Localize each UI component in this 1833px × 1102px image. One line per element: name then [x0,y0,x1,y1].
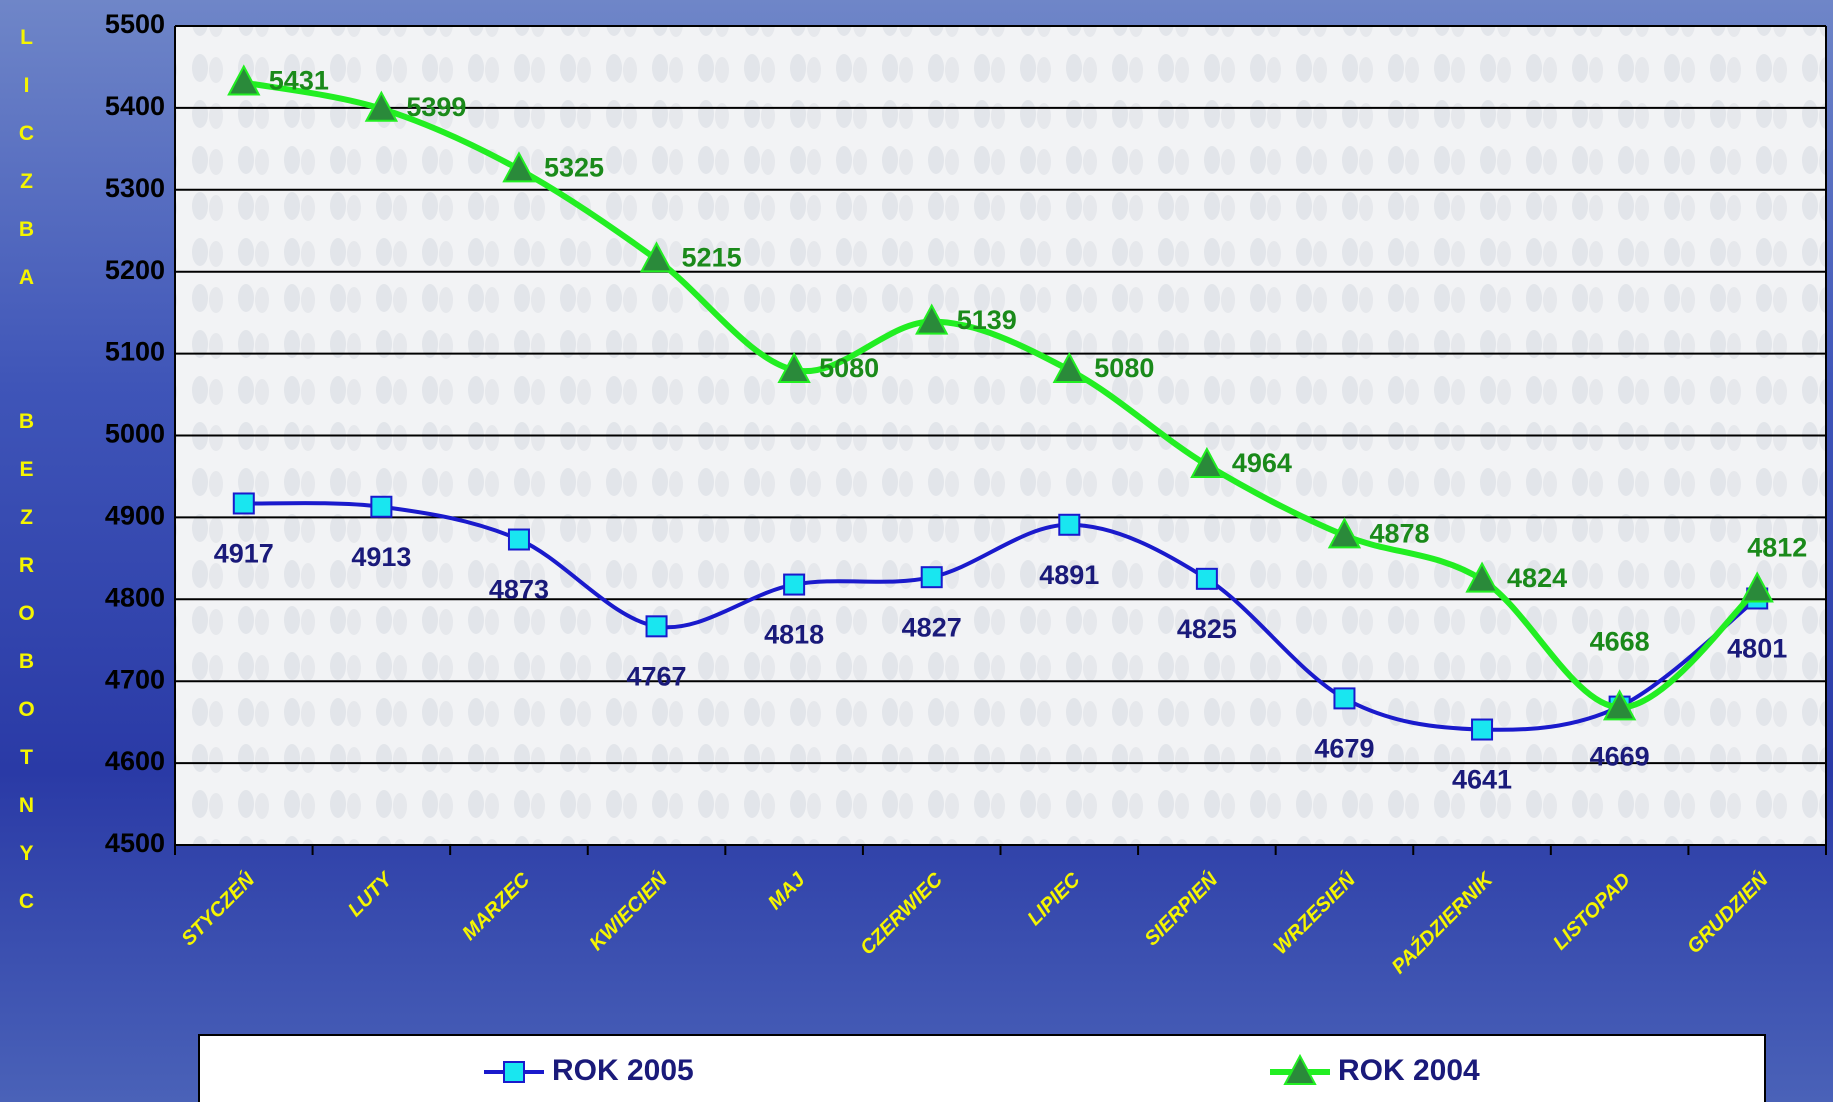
data-point [645,615,668,638]
data-point [1052,351,1086,383]
data-label: 4824 [1507,563,1567,593]
data-label: 5399 [406,92,466,122]
x-tick-label: WRZESIEŃ [1268,867,1360,959]
data-point [1327,517,1362,549]
x-tick-label: MARZEC [458,868,534,944]
x-tick-label: SIERPIEŃ [1139,867,1222,950]
data-point [1471,718,1494,741]
legend-label: ROK 2004 [1338,1054,1480,1087]
data-label: 5139 [957,305,1017,335]
x-tick-label: KWIECIEŃ [584,867,672,955]
data-label: 4812 [1747,533,1807,563]
x-tick-label: MAJ [764,868,810,914]
data-point [1740,571,1774,603]
y-tick-label: 5300 [105,173,165,203]
data-label: 4873 [489,575,549,605]
y-tick-label: 5100 [105,337,165,367]
data-point [1333,687,1356,710]
x-tick-label: LIPIEC [1023,868,1085,930]
y-tick-label: 4600 [105,746,165,776]
data-label: 4917 [214,539,274,569]
y-tick-label: 4500 [105,828,165,858]
legend-box [198,1034,1766,1102]
data-label: 4878 [1369,519,1429,549]
x-tick-label: LISTOPAD [1549,869,1635,955]
data-point [502,151,536,183]
data-point [777,351,811,383]
y-axis-label: LICZBA BEZROBOTNYC [15,26,38,938]
x-tick-label: STYCZEŃ [176,867,259,950]
y-tick-label: 5200 [105,255,165,285]
legend-marker [503,1061,525,1083]
y-tick-label: 5000 [105,419,165,449]
data-point [920,566,943,589]
data-point [639,241,674,273]
data-label: 4827 [902,612,962,642]
data-label: 5080 [819,353,879,383]
data-label: 5215 [682,243,742,273]
data-point [1465,561,1499,593]
data-label: 5325 [544,152,604,182]
data-label: 4825 [1177,614,1237,644]
x-tick-label: LUTY [344,868,398,922]
data-label: 5080 [1094,353,1154,383]
data-label: 4668 [1590,627,1650,657]
data-point [1058,513,1081,536]
y-tick-label: 4700 [105,664,165,694]
data-point [227,64,261,96]
data-point [1190,446,1224,478]
data-label: 4679 [1314,734,1374,764]
x-tick-label: PAŹDZIERNIK [1387,867,1498,978]
y-tick-label: 5400 [105,91,165,121]
data-label: 4669 [1590,742,1650,772]
data-point [783,573,806,596]
x-tick-label: CZERWIEC [856,868,947,959]
data-point [364,90,399,122]
data-point [1195,567,1218,590]
data-label: 4964 [1232,448,1292,478]
data-label: 4818 [764,620,824,650]
y-tick-label: 5500 [105,9,165,39]
y-tick-label: 4900 [105,501,165,531]
data-point [915,303,949,335]
data-label: 4801 [1727,634,1787,664]
data-point [507,528,530,551]
legend-label: ROK 2005 [552,1054,694,1087]
data-label: 4767 [627,661,687,691]
data-label: 4891 [1039,560,1099,590]
data-label: 4641 [1452,765,1512,795]
x-tick-label: GRUDZIEŃ [1682,867,1773,958]
data-label: 4913 [351,542,411,572]
data-label: 5431 [269,66,329,96]
legend-marker [1283,1053,1317,1085]
data-point [370,495,393,518]
data-point [232,492,255,515]
data-point [1602,689,1637,721]
y-tick-label: 4800 [105,582,165,612]
